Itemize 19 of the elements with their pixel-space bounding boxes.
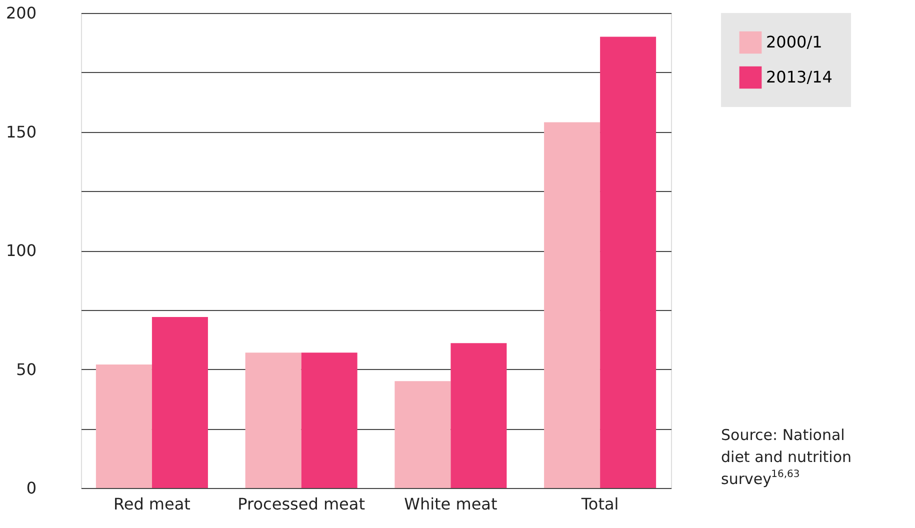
y-tick-label: 200 bbox=[6, 4, 36, 22]
bar bbox=[394, 381, 451, 488]
x-tick-label: Processed meat bbox=[238, 494, 365, 514]
y-tick-label: 0 bbox=[26, 478, 36, 498]
x-tick-label: Red meat bbox=[113, 494, 190, 514]
x-tick-label: Total bbox=[580, 494, 619, 514]
bar bbox=[152, 317, 208, 488]
legend-label: 2013/14 bbox=[766, 68, 832, 86]
bar bbox=[600, 36, 656, 488]
y-tick-label: 150 bbox=[6, 122, 36, 142]
bar bbox=[544, 122, 600, 488]
bar bbox=[301, 352, 358, 488]
y-tick-label: 100 bbox=[6, 241, 36, 260]
x-tick-label: White meat bbox=[404, 494, 498, 514]
bar bbox=[245, 352, 302, 488]
bar bbox=[96, 364, 152, 488]
y-tick-label: 50 bbox=[16, 360, 36, 379]
legend-label: 2000/1 bbox=[766, 32, 822, 52]
bar bbox=[450, 343, 507, 488]
